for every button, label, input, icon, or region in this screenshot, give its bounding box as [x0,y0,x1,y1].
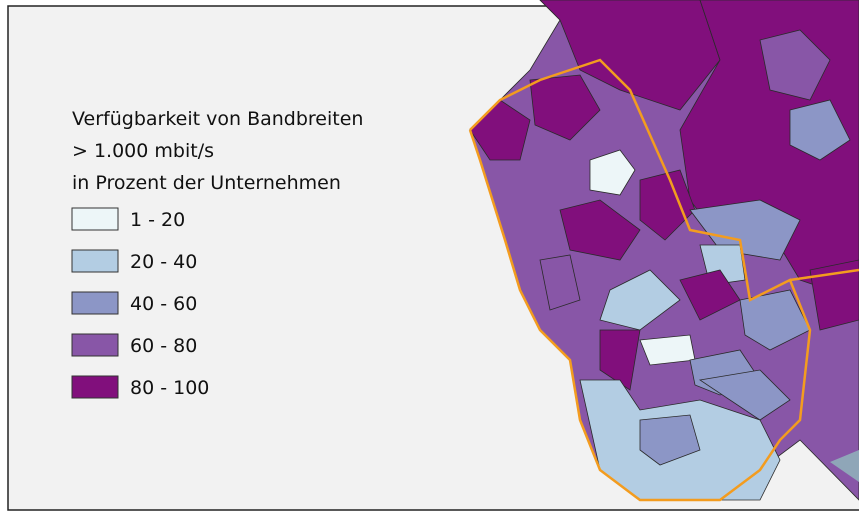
map [469,0,859,501]
region [529,74,601,141]
district-border [468,58,812,502]
legend-title: Verfügbarkeit von Bandbreiten [72,108,363,130]
legend-label: 80 - 100 [130,377,209,399]
legend-label: 60 - 80 [130,335,197,357]
region [639,169,696,241]
region [539,254,581,311]
region [599,269,681,331]
legend-label: 40 - 60 [130,293,197,315]
legend-label: 1 - 20 [130,209,185,231]
region [809,259,859,331]
legend-swatch [71,291,119,315]
region [639,334,696,366]
region [739,289,811,351]
region [599,329,641,391]
legend: Verfügbarkeit von Bandbreiten > 1.000 mbi… [71,108,363,399]
region [759,29,831,101]
legend-label: 20 - 40 [130,251,197,273]
district-border [789,268,859,282]
legend-swatch [71,249,119,273]
legend-title: > 1.000 mbit/s [72,140,214,162]
legend-title: in Prozent der Unternehmen [72,172,341,194]
pointer [830,450,859,482]
region [589,149,636,196]
region [559,199,641,261]
region [639,414,701,466]
region [789,99,851,161]
region [698,369,791,421]
legend-swatch [71,333,119,357]
legend-swatch [71,207,119,231]
legend-swatch [71,375,119,399]
